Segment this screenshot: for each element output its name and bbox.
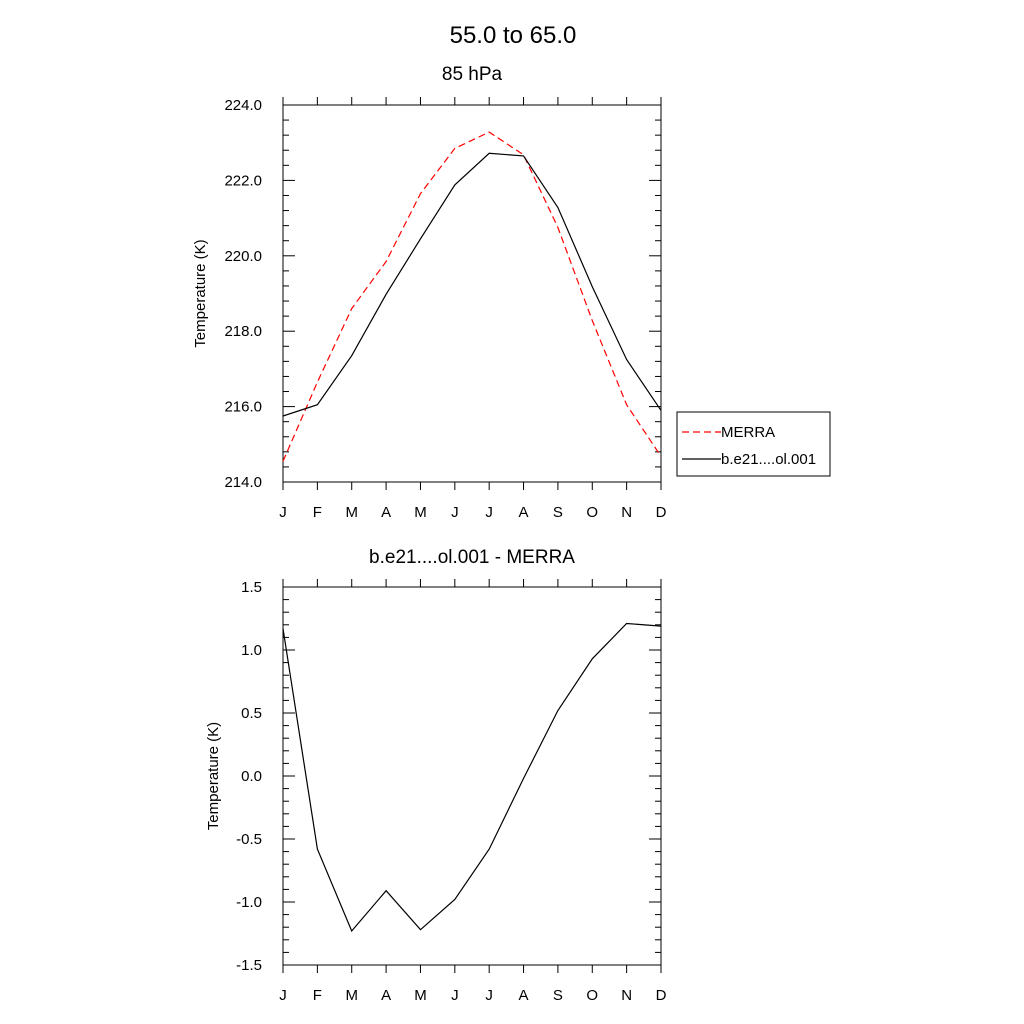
x-tick-label: A xyxy=(381,504,391,521)
x-tick-label: A xyxy=(519,504,529,521)
panel-title: b.e21....ol.001 - MERRA xyxy=(369,547,575,568)
series-line-0 xyxy=(282,131,662,462)
y-tick-label: 1.5 xyxy=(241,579,262,596)
panel-temperature-85hpa: 85 hPa Temperature (K) 214.0 216.0 218.0 220.… xyxy=(192,64,831,521)
panel-difference: b.e21....ol.001 - MERRA Temperature (K) -1… xyxy=(205,547,667,1004)
x-tick-label: M xyxy=(414,504,427,521)
y-tick-label: 216.0 xyxy=(224,399,262,416)
plot-frame xyxy=(282,586,662,966)
y-tick-label: 218.0 xyxy=(224,323,262,340)
x-tick-label: M xyxy=(345,504,358,521)
x-tick-label: F xyxy=(313,987,322,1004)
x-tick-label: J xyxy=(485,504,493,521)
legend-label: b.e21....ol.001 xyxy=(721,451,816,468)
y-tick-label: 222.0 xyxy=(224,172,262,189)
legend-label: MERRA xyxy=(721,424,775,441)
x-tick-label: F xyxy=(313,504,322,521)
x-tick-label: M xyxy=(414,987,427,1004)
x-tick-label: J xyxy=(451,504,459,521)
y-tick-label: -1.5 xyxy=(236,957,262,974)
x-tick-label: A xyxy=(519,987,529,1004)
series-line-1 xyxy=(282,152,662,417)
y-tick-label: 0.5 xyxy=(241,705,262,722)
legend-box xyxy=(676,411,831,477)
y-tick-label: 214.0 xyxy=(224,474,262,491)
y-axis-label: Temperature (K) xyxy=(205,722,222,830)
y-tick-label: 0.0 xyxy=(241,768,262,785)
panel-title: 85 hPa xyxy=(442,64,503,85)
y-tick-label: 224.0 xyxy=(224,97,262,114)
x-tick-label: S xyxy=(553,504,563,521)
x-tick-label: D xyxy=(656,987,667,1004)
x-tick-label: S xyxy=(553,987,563,1004)
y-tick-label: -0.5 xyxy=(236,831,262,848)
y-tick-label: -1.0 xyxy=(236,894,262,911)
figure-title: 55.0 to 65.0 xyxy=(450,22,577,49)
x-tick-label: D xyxy=(656,504,667,521)
x-tick-label: O xyxy=(586,504,598,521)
x-tick-label: M xyxy=(345,987,358,1004)
x-tick-label: N xyxy=(621,987,632,1004)
x-tick-label: J xyxy=(279,504,287,521)
x-tick-label: O xyxy=(586,987,598,1004)
x-tick-label: N xyxy=(621,504,632,521)
y-axis-label: Temperature (K) xyxy=(192,239,209,347)
plot-frame xyxy=(282,104,662,483)
series-line-0 xyxy=(282,622,662,933)
y-tick-label: 1.0 xyxy=(241,642,262,659)
x-tick-label: A xyxy=(381,987,391,1004)
y-tick-label: 220.0 xyxy=(224,248,262,265)
x-tick-label: J xyxy=(485,987,493,1004)
x-tick-label: J xyxy=(451,987,459,1004)
x-tick-label: J xyxy=(279,987,287,1004)
